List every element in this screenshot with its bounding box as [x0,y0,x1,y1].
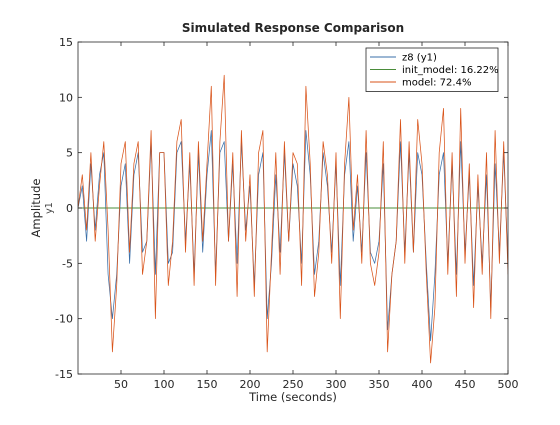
x-axis-label: Time (seconds) [248,390,337,404]
chart-title: Simulated Response Comparison [182,21,404,35]
y-tick-label: 5 [66,147,73,160]
x-tick-label: 400 [412,378,433,391]
x-tick-label: 150 [197,378,218,391]
y-tick-label: 0 [66,202,73,215]
y-tick-label: -5 [62,257,73,270]
x-tick-label: 50 [114,378,128,391]
legend-entries: z8 (y1)init_model: 16.22% model: 72.4% [370,53,499,89]
series-layer [78,74,508,364]
x-tick-label: 300 [326,378,347,391]
y-axis-label: Amplitude [29,179,43,238]
y-tick-label: 15 [59,36,73,49]
x-tick-label: 500 [498,378,519,391]
legend[interactable]: z8 (y1)init_model: 16.22% model: 72.4% [365,47,499,92]
legend-entry-label: init_model: 16.22% [402,65,499,76]
x-tick-label: 350 [369,378,390,391]
series-line-3 [78,74,508,364]
x-tick-label: 100 [154,378,175,391]
y-tick-label: 10 [59,91,73,104]
x-tick-label: 200 [240,378,261,391]
legend-entry-label: z8 (y1) [402,53,437,64]
legend-entry-label: model: 72.4% [402,78,471,89]
ticks-layer: 50 100 150 200 250 300 350 400 450 500 -15 -10 -5 0 5 1… [55,36,518,391]
x-tick-label: 250 [283,378,304,391]
output-channel-label: y1 [44,202,55,214]
y-tick-label: -10 [55,313,73,326]
y-tick-label: -15 [55,368,73,381]
x-tick-label: 450 [455,378,476,391]
